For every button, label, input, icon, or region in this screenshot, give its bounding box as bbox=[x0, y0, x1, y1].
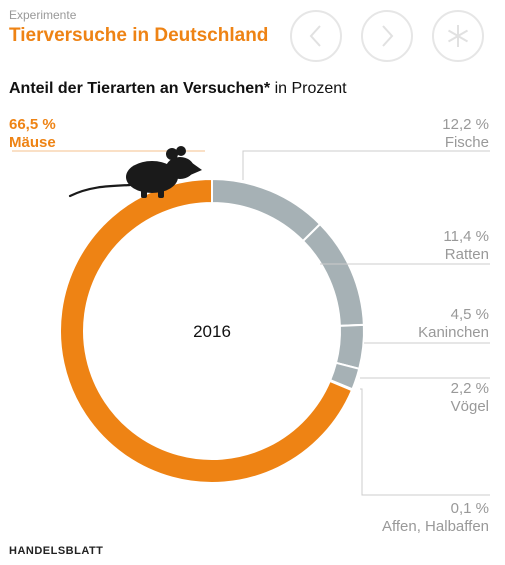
subtitle-unit: in Prozent bbox=[270, 80, 347, 97]
slice-maeuse bbox=[59, 177, 354, 484]
slice-fische bbox=[211, 177, 322, 243]
label-fische-value: 12,2 % bbox=[442, 116, 489, 133]
label-voegel-value: 2,2 % bbox=[450, 380, 489, 397]
leader-line-affen bbox=[360, 388, 490, 496]
label-fische: 12,2 % Fische bbox=[442, 116, 489, 152]
subtitle-bold: Anteil der Tierarten an Versuchen* bbox=[9, 80, 271, 97]
label-kaninchen-name: Kaninchen bbox=[418, 324, 489, 341]
label-maeuse: 66,5 % Mäuse bbox=[9, 116, 56, 152]
label-maeuse-name: Mäuse bbox=[9, 134, 56, 151]
asterisk-icon bbox=[447, 25, 469, 47]
chart-subtitle: Anteil der Tierarten an Versuchen* in Pr… bbox=[9, 80, 347, 98]
chevron-left-icon bbox=[309, 25, 321, 47]
label-voegel-name: Vögel bbox=[450, 398, 489, 415]
label-maeuse-value: 66,5 % bbox=[9, 116, 56, 133]
kicker: Experimente bbox=[9, 8, 77, 22]
notes-button[interactable] bbox=[432, 10, 484, 62]
label-ratten-name: Ratten bbox=[444, 246, 489, 263]
slice-ratten bbox=[301, 222, 365, 327]
page-title: Tierversuche in Deutschland bbox=[9, 25, 269, 46]
label-ratten-value: 11,4 % bbox=[443, 228, 489, 245]
label-affen: 0,1 % Affen, Halbaffen bbox=[382, 500, 489, 536]
label-ratten: 11,4 % Ratten bbox=[443, 228, 489, 264]
leader-line-fische bbox=[242, 150, 490, 180]
slice-kaninchen bbox=[334, 323, 365, 371]
next-button[interactable] bbox=[361, 10, 413, 62]
label-kaninchen-value: 4,5 % bbox=[450, 306, 489, 323]
label-kaninchen: 4,5 % Kaninchen bbox=[418, 306, 489, 342]
label-affen-value: 0,1 % bbox=[450, 500, 489, 517]
chevron-right-icon bbox=[382, 25, 394, 47]
prev-button[interactable] bbox=[290, 10, 342, 62]
mouse-icon bbox=[68, 146, 202, 198]
label-affen-name: Affen, Halbaffen bbox=[381, 518, 489, 535]
label-fische-name: Fische bbox=[444, 134, 489, 151]
label-voegel: 2,2 % Vögel bbox=[451, 380, 489, 416]
center-year-label: 2016 bbox=[193, 322, 231, 341]
source-label: HANDELSBLATT bbox=[9, 545, 104, 557]
